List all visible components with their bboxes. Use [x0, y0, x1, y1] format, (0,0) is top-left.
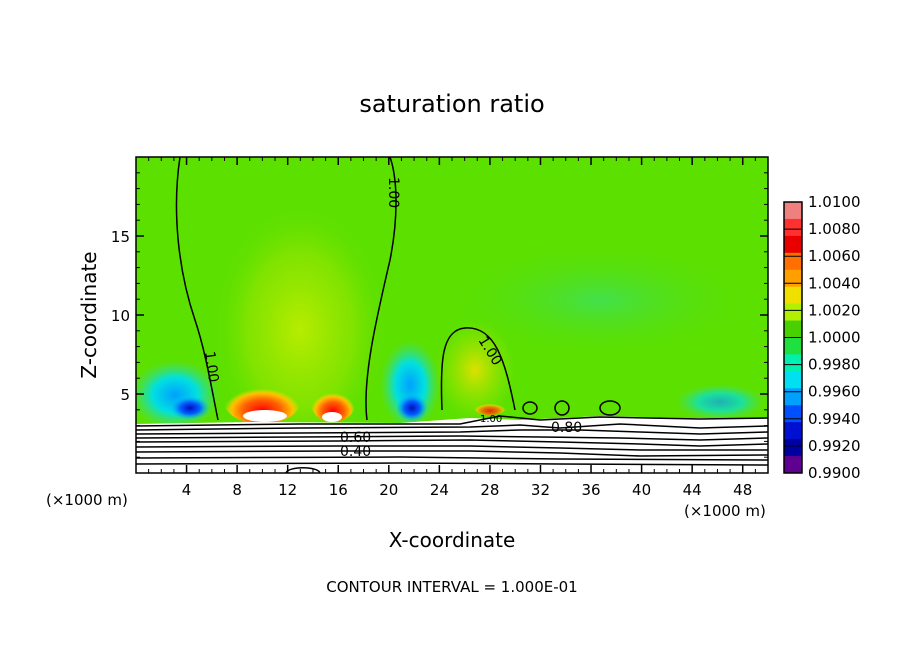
y-tick-labels: 5 10 15: [111, 228, 130, 404]
colorbar-label: 0.9940: [808, 410, 861, 428]
contour-line-1-00-center: [365, 157, 397, 421]
contour-line-1-00-left: [175, 157, 219, 421]
x-tick-label: 28: [480, 481, 499, 499]
colorbar-swatch: [784, 303, 802, 322]
contour-interval-note: CONTOUR INTERVAL = 1.000E-01: [326, 578, 577, 596]
contour-line-0-20: [136, 462, 768, 466]
z-unit-label: (×1000 m): [46, 491, 128, 509]
colorbar-label: 1.0100: [808, 193, 861, 211]
contour-label-1-00-small: 1.00: [480, 414, 502, 425]
colorbar-swatch: [784, 456, 802, 474]
contour-label-0-40: 0.40: [340, 444, 371, 460]
colorbar-swatch: [784, 218, 802, 237]
colorbar-label: 1.0080: [808, 220, 861, 238]
contour-label-0-80: 0.80: [551, 420, 582, 436]
colorbar-swatch: [784, 235, 802, 254]
contour-labels: 1.00 1.00 1.00 1.00 0.80 0.60 0.40: [201, 177, 582, 460]
contour-cell-3: [599, 400, 621, 416]
contour-line-0-70: [136, 435, 768, 441]
y-tick-label: 5: [120, 386, 130, 404]
colorbar-swatch: [784, 320, 802, 338]
colorbar-swatch: [784, 269, 802, 288]
colorbar-swatch: [784, 337, 802, 355]
y-axis-title: Z-coordinate: [77, 251, 101, 378]
x-tick-label: 24: [430, 481, 449, 499]
contour-lines: [136, 157, 768, 473]
plot-area: 1.00 1.00 1.00 1.00 0.80 0.60 0.40: [136, 157, 768, 473]
colorbar-label: 0.9900: [808, 464, 861, 482]
axis-ticks: [136, 157, 768, 473]
colorbar-label: 0.9960: [808, 383, 861, 401]
field-hot-small: [474, 401, 506, 415]
field-deep-center: [396, 394, 428, 422]
contour-cell-2: [554, 400, 570, 416]
x-unit-label: (×1000 m): [684, 502, 766, 520]
x-tick-label: 4: [182, 481, 192, 499]
x-axis-title: X-coordinate: [389, 528, 516, 552]
colorbar-label: 1.0000: [808, 329, 861, 347]
contour-line-0-40: [136, 450, 768, 457]
contour-label-1-00-center: 1.00: [385, 177, 401, 208]
colorbar-swatch: [784, 371, 802, 389]
field-plume-left: [210, 200, 390, 460]
contour-line-0-60: [136, 439, 768, 447]
x-tick-label: 44: [683, 481, 702, 499]
x-tick-label: 12: [278, 481, 297, 499]
x-tick-label: 40: [632, 481, 651, 499]
x-tick-label: 48: [733, 481, 752, 499]
colorbar-label: 1.0040: [808, 274, 861, 292]
x-tick-labels: 4 8 12 16 20 24 28 32 36 40 44 48: [182, 481, 752, 499]
colorbar-swatch: [784, 439, 802, 457]
colorbar-label: 0.9920: [808, 437, 861, 455]
x-tick-label: 32: [531, 481, 550, 499]
colorbar-swatch: [784, 354, 802, 372]
field-white-peak-right: [322, 412, 342, 422]
contour-line-0-80: [136, 429, 768, 435]
y-tick-label: 15: [111, 228, 130, 246]
contour-line-base-2: [136, 423, 768, 431]
colorbar-swatch: [784, 252, 802, 271]
x-tick-label: 8: [232, 481, 242, 499]
colorbar-swatch: [784, 286, 802, 305]
contour-line-0-30: [136, 456, 768, 461]
colorbar: [783, 201, 803, 474]
colorbar-label: 1.0060: [808, 247, 861, 265]
colorbar-swatch: [784, 388, 802, 406]
contour-line-1-00-bubble: [440, 327, 516, 411]
field-cool-right: [675, 384, 765, 420]
colorbar-swatch: [784, 405, 802, 423]
colorbar-labels: 1.0100 1.0080 1.0060 1.0040 1.0020 1.0000 0.99…: [808, 193, 861, 482]
chart-title: saturation ratio: [359, 90, 544, 118]
colorbar-swatch: [784, 422, 802, 440]
y-tick-label: 10: [111, 307, 130, 325]
x-tick-label: 36: [581, 481, 600, 499]
field-white-peak-left: [243, 410, 287, 422]
x-tick-label: 16: [329, 481, 348, 499]
x-tick-label: 20: [379, 481, 398, 499]
contour-label-0-60: 0.60: [340, 430, 371, 446]
colorbar-label: 1.0020: [808, 301, 861, 319]
colorbar-swatch: [784, 202, 802, 220]
colorbar-label: 0.9980: [808, 356, 861, 374]
field-deep-left: [170, 396, 210, 420]
field-plume-right: [440, 240, 760, 360]
contour-label-1-00-left: 1.00: [201, 350, 221, 383]
contour-line-base-1: [136, 415, 768, 427]
contour-cell-1: [522, 401, 538, 415]
contour-line-0-50: [136, 445, 768, 451]
field-hot-right: [311, 386, 355, 422]
